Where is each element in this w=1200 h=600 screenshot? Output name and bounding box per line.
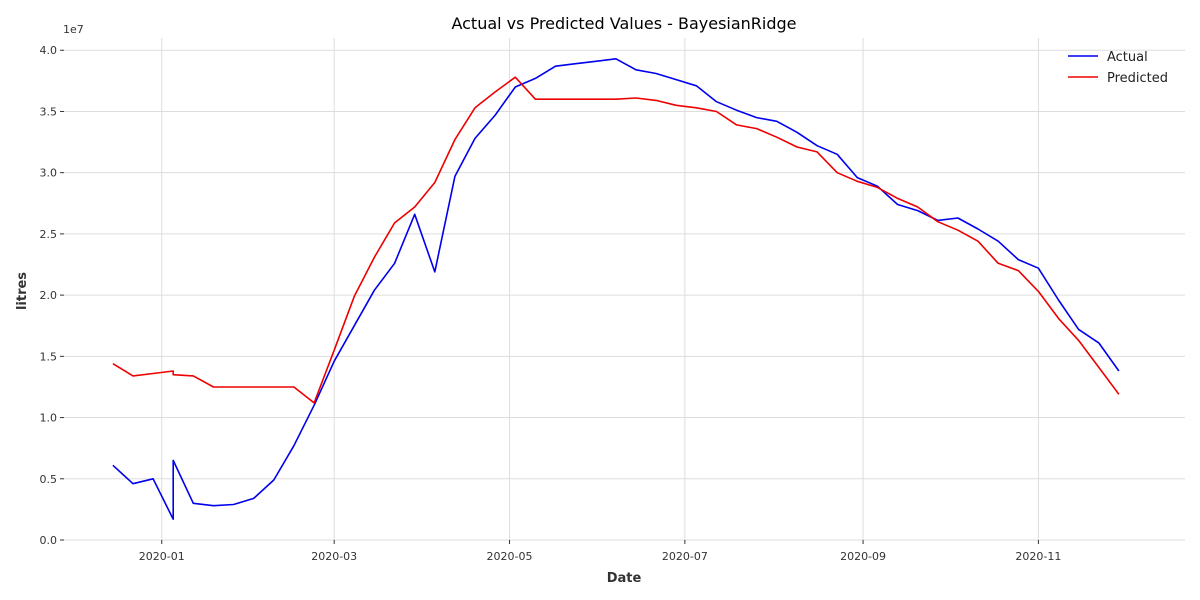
y-offset-label: 1e7 [63,23,84,36]
x-tick-label: 2020-07 [662,550,708,563]
grid [64,38,1185,541]
y-tick-label: 2.5 [40,228,58,241]
series-line-predicted [112,76,1120,404]
y-tick-label: 3.0 [40,167,58,180]
x-tick-label: 2020-11 [1015,550,1061,563]
legend: Actual Predicted [1068,50,1168,86]
y-tick-label: 1.5 [40,350,58,363]
y-tick-label: 3.5 [40,105,58,118]
y-axis-label: litres [15,272,30,310]
x-axis-label: Date [607,571,642,586]
x-tick-label: 2020-03 [311,550,357,563]
y-tick-label: 4.0 [40,44,58,57]
y-tick-label: 0.0 [40,534,58,547]
chart-title: Actual vs Predicted Values - BayesianRid… [451,14,796,33]
y-tick-label: 2.0 [40,289,58,302]
y-tick-label: 0.5 [40,473,58,486]
x-axis-ticks: 2020-01 2020-03 2020-05 2020-07 2020-09 2020-… [139,540,1061,563]
legend-label-actual: Actual [1107,50,1148,65]
x-tick-label: 2020-01 [139,550,185,563]
x-tick-label: 2020-05 [487,550,533,563]
legend-label-predicted: Predicted [1107,71,1168,86]
series-layer [112,57,1120,521]
series-line-actual [112,57,1120,521]
y-axis-ticks: 0.0 0.5 1.0 1.5 2.0 2.5 3.0 3.5 4.0 [40,44,64,547]
y-tick-label: 1.0 [40,412,58,425]
x-tick-label: 2020-09 [840,550,886,563]
